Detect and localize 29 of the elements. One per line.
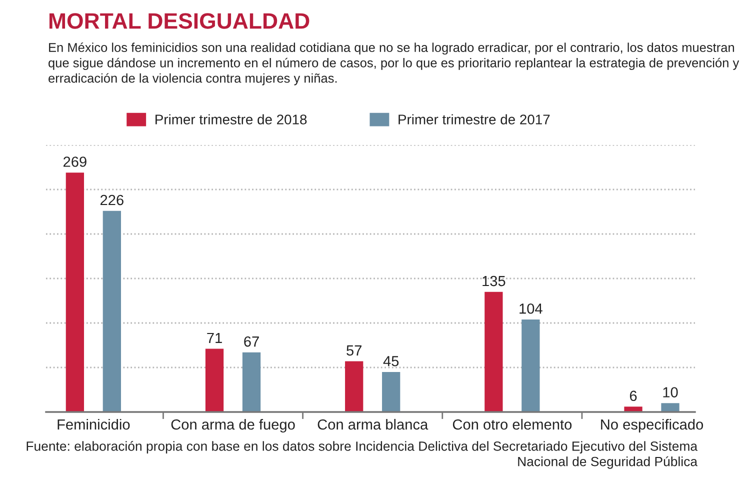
bar <box>484 292 503 412</box>
source-note: Fuente: elaboración propia con base en los datos sobre Incidencia Delictiva del Secretariado Ejecutivo del Sistema Nacional de Seguridad Pública <box>26 441 698 469</box>
bar <box>242 352 261 412</box>
x-tick-label: Con arma de fuego <box>171 418 295 433</box>
legend-label: Primer trimestre de 2018 <box>156 114 307 124</box>
x-tick-label: Feminicidio <box>58 418 130 430</box>
x-tick-label: No especificado <box>601 418 704 433</box>
data-label: 269 <box>64 156 86 167</box>
bar <box>382 372 400 412</box>
bar <box>205 348 224 412</box>
legend-label: Primer trimestre de 2017 <box>398 114 550 124</box>
bar <box>345 361 364 412</box>
bar <box>102 210 121 412</box>
data-label: 71 <box>207 332 222 344</box>
data-label: 10 <box>663 387 678 398</box>
data-label: 135 <box>482 276 506 286</box>
data-label: 57 <box>346 345 362 356</box>
bar <box>661 403 680 412</box>
data-label: 226 <box>100 194 124 206</box>
bar <box>522 319 540 412</box>
data-label: 104 <box>520 303 542 314</box>
x-tick-label: Con otro elemento <box>452 418 572 430</box>
bar <box>66 172 84 412</box>
x-tick-label: Con arma blanca <box>318 418 428 430</box>
data-label: 6 <box>630 390 637 401</box>
chart-title: MORTAL DESIGUALDAD <box>49 13 310 29</box>
data-label: 67 <box>244 336 259 347</box>
data-label: 45 <box>383 356 399 366</box>
chart-subtitle: En México los feminicidios son una realidad cotidiana que no se ha logrado erradicar, por el contrario, los datos muestran que sigue dándose un incremento en el número de casos, por lo que es prioritario replantear la estrategia de prevención y erradicación de la violencia contra mujeres y niñas. <box>48 42 740 86</box>
